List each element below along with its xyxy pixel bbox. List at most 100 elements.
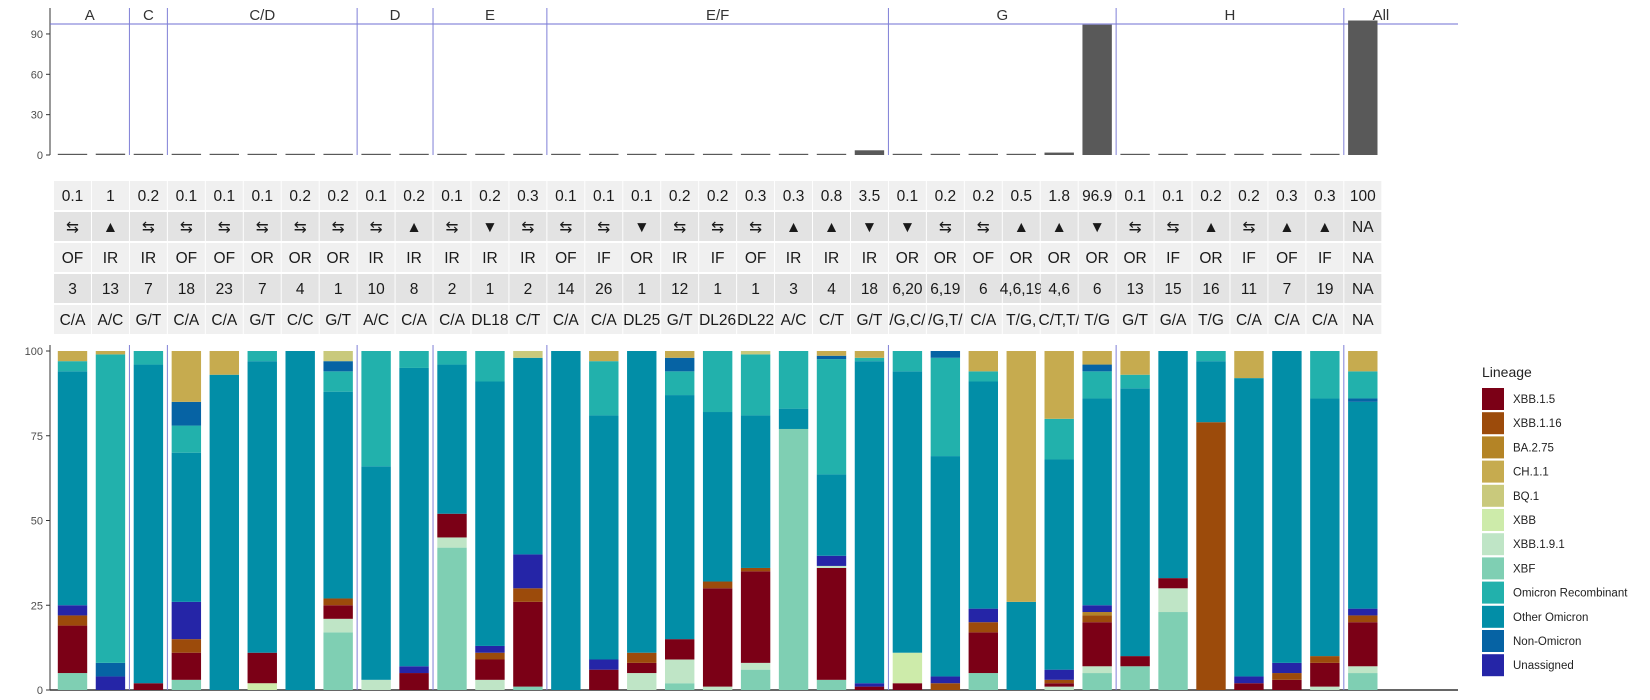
stack-segment bbox=[816, 679, 847, 690]
stack-segment bbox=[854, 686, 885, 690]
table-cell bbox=[1002, 274, 1040, 303]
table-cell-text: C/A bbox=[1274, 312, 1301, 329]
legend-title: Lineage bbox=[1482, 364, 1532, 380]
table-cell-text: T/G bbox=[1198, 312, 1224, 329]
table-cell-text: IR bbox=[786, 250, 802, 267]
table-cell bbox=[964, 181, 1002, 210]
table-cell bbox=[509, 274, 547, 303]
table-cell-text: ▲ bbox=[406, 219, 421, 236]
table-cell bbox=[1040, 274, 1078, 303]
table-cell bbox=[850, 274, 888, 303]
stack-segment bbox=[1348, 615, 1378, 623]
table-cell-text: 0.2 bbox=[1200, 188, 1222, 205]
stack-segment bbox=[57, 371, 88, 606]
frequency-bar bbox=[589, 153, 619, 155]
table-cell-text: ▲ bbox=[1317, 219, 1332, 236]
table-cell bbox=[850, 243, 888, 272]
table-cell bbox=[547, 181, 585, 210]
frequency-bar bbox=[665, 153, 695, 155]
table-cell bbox=[471, 305, 509, 334]
table-cell-text: ▲ bbox=[1279, 219, 1294, 236]
table-cell-text: /G,T/ bbox=[928, 312, 963, 329]
stack-segment bbox=[589, 351, 619, 362]
lineage-stacked-panel: 0 25 50 75 100 bbox=[25, 345, 1458, 697]
stack-segment bbox=[1310, 662, 1340, 687]
table-cell-text: IF bbox=[1318, 250, 1332, 267]
frequency-bar bbox=[475, 153, 505, 155]
table-cell-text: 0.2 bbox=[935, 188, 957, 205]
stack-segment bbox=[361, 466, 391, 680]
top-y-tick-label: 90 bbox=[31, 29, 43, 41]
table-cell bbox=[319, 243, 357, 272]
table-cell-text: 3.5 bbox=[859, 188, 881, 205]
table-cell-text: 1 bbox=[713, 281, 722, 298]
table-cell-text: IR bbox=[141, 250, 157, 267]
stack-segment bbox=[665, 639, 695, 660]
table-cell bbox=[547, 243, 585, 272]
legend-label: CH.1.1 bbox=[1513, 467, 1549, 479]
table-cell bbox=[1154, 305, 1192, 334]
table-cell bbox=[1116, 212, 1154, 241]
table-cell bbox=[205, 274, 243, 303]
stack-segment bbox=[1120, 666, 1150, 690]
table-cell bbox=[1078, 274, 1116, 303]
table-cell bbox=[699, 212, 737, 241]
stack-segment bbox=[171, 452, 202, 602]
stack-segment bbox=[513, 601, 543, 687]
stack-segment bbox=[968, 632, 998, 674]
stack-segment bbox=[1158, 612, 1188, 690]
table-cell-text: ⇆ bbox=[66, 219, 79, 236]
table-cell-text: 6,20 bbox=[892, 281, 923, 298]
table-cell bbox=[167, 243, 205, 272]
table-cell-text: ▲ bbox=[103, 219, 118, 236]
table-cell bbox=[1154, 274, 1192, 303]
table-cell bbox=[1230, 212, 1268, 241]
table-cell bbox=[395, 243, 433, 272]
stack-segment bbox=[702, 412, 733, 582]
group-label: D bbox=[390, 7, 401, 24]
frequency-bar bbox=[1082, 24, 1112, 156]
table-cell bbox=[243, 305, 281, 334]
legend-label: BA.2.75 bbox=[1513, 442, 1554, 454]
stack-segment bbox=[968, 622, 998, 633]
stack-segment bbox=[816, 355, 847, 360]
table-cell bbox=[775, 243, 813, 272]
table-cell bbox=[1078, 243, 1116, 272]
table-cell bbox=[1344, 305, 1382, 334]
table-cell-text: ⇆ bbox=[370, 219, 383, 236]
table-cell bbox=[433, 274, 471, 303]
stack-segment bbox=[513, 588, 543, 602]
table-cell-text: DL25 bbox=[623, 312, 660, 329]
stack-segment bbox=[1310, 398, 1340, 657]
stack-segment bbox=[968, 608, 998, 623]
table-cell-text: 0.1 bbox=[593, 188, 615, 205]
table-cell bbox=[813, 274, 850, 303]
table-cell bbox=[1344, 243, 1382, 272]
table-cell-text: ⇆ bbox=[1167, 219, 1180, 236]
table-cell bbox=[129, 181, 167, 210]
table-cell bbox=[1040, 181, 1078, 210]
table-cell-text: NA bbox=[1352, 312, 1374, 329]
table-cell-text: 15 bbox=[1164, 281, 1181, 298]
lineage-legend: Lineage XBB.1.5 XBB.1.16 BA.2.75 CH.1.1 BQ.1 X… bbox=[1482, 364, 1628, 677]
table-cell bbox=[167, 212, 205, 241]
table-cell bbox=[1230, 274, 1268, 303]
frequency-bar bbox=[1006, 153, 1036, 155]
table-cell-text: OF bbox=[745, 250, 767, 267]
group-label: E/F bbox=[706, 7, 729, 24]
stack-segment bbox=[361, 351, 391, 467]
stack-segment bbox=[1348, 351, 1378, 372]
frequency-bar bbox=[95, 153, 126, 155]
stack-segment bbox=[513, 554, 543, 589]
table-cell-text: IR bbox=[444, 250, 460, 267]
table-cell bbox=[1268, 274, 1306, 303]
stack-segment bbox=[1082, 398, 1112, 606]
table-cell-text: ▲ bbox=[1014, 219, 1029, 236]
stack-segment bbox=[1044, 669, 1074, 680]
table-cell-text: C/A bbox=[970, 312, 997, 329]
table-cell bbox=[281, 181, 319, 210]
table-cell bbox=[1230, 243, 1268, 272]
stack-segment bbox=[475, 381, 505, 646]
table-cell bbox=[1306, 305, 1344, 334]
